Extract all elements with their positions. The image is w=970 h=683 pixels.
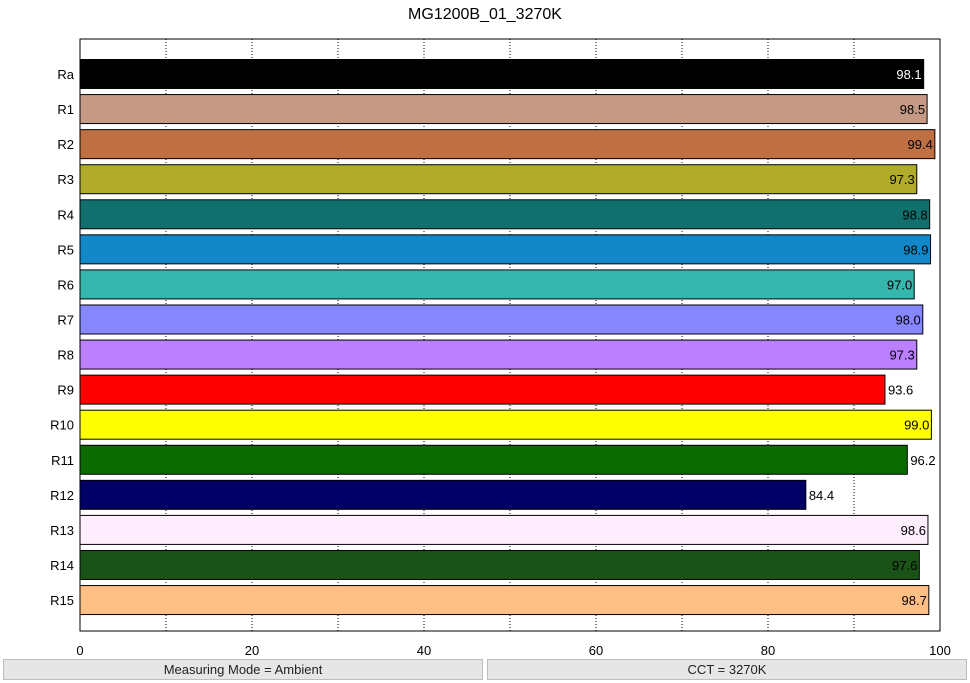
x-tick-label: 0 [76,643,83,658]
category-label: R3 [57,172,74,187]
bar-r12 [79,479,807,510]
x-tick-label: 20 [245,643,259,658]
cct-status: CCT = 3270K [487,659,967,680]
bar-r7 [79,304,924,335]
value-label: 97.6 [892,558,917,573]
bar-r15 [79,585,930,616]
bar-r1 [79,94,928,125]
bar-r6 [79,269,915,300]
measuring-mode-status: Measuring Mode = Ambient [3,659,483,680]
x-tick-label: 40 [417,643,431,658]
value-label: 98.8 [902,207,927,222]
bar-r2 [79,129,936,160]
category-label: R11 [51,453,74,468]
bar-r13 [79,514,929,545]
value-label: 97.0 [887,277,912,292]
value-label: 98.5 [900,102,925,117]
bar-r5 [79,234,932,265]
category-label: R5 [57,242,74,257]
chart-title: MG1200B_01_3270K [408,6,562,23]
bar-ra [79,59,925,89]
category-label: R14 [50,558,74,573]
category-label: R7 [57,312,74,327]
value-label: 98.6 [901,523,926,538]
category-label: R12 [50,488,74,503]
category-label: Ra [57,67,74,82]
x-tick-label: 60 [589,643,603,658]
bar-r8 [79,339,918,370]
labels: 0 20 40 60 80 100 Ra 98.1 R1 98.5 R2 99.4 R3 97.3 R4 98… [50,67,951,658]
category-label: R13 [50,523,74,538]
bar-r11 [79,444,908,475]
category-label: R10 [50,418,74,433]
value-label: 97.3 [889,348,914,363]
value-label: 96.2 [910,453,935,468]
x-tick-label: 100 [929,643,951,658]
value-label: 97.3 [889,172,914,187]
bar-r3 [79,164,918,195]
category-label: R1 [57,102,74,117]
value-label: 98.7 [902,593,927,608]
category-label: R15 [50,593,74,608]
category-label: R4 [57,207,74,222]
value-label: 99.4 [908,137,933,152]
category-label: R2 [57,137,74,152]
bar-r4 [79,199,931,230]
category-label: R6 [57,277,74,292]
value-label: 84.4 [809,488,834,503]
bars [79,59,936,616]
category-label: R9 [57,383,74,398]
x-tick-label: 80 [761,643,775,658]
bar-r9 [79,374,886,405]
value-label: 99.0 [904,418,929,433]
value-label: 93.6 [888,383,913,398]
value-label: 98.0 [895,312,920,327]
category-label: R8 [57,348,74,363]
value-label: 98.9 [903,242,928,257]
bar-r10 [79,409,932,440]
bar-r14 [79,549,920,580]
plot-frame [79,38,941,632]
value-label: 98.1 [896,67,921,82]
